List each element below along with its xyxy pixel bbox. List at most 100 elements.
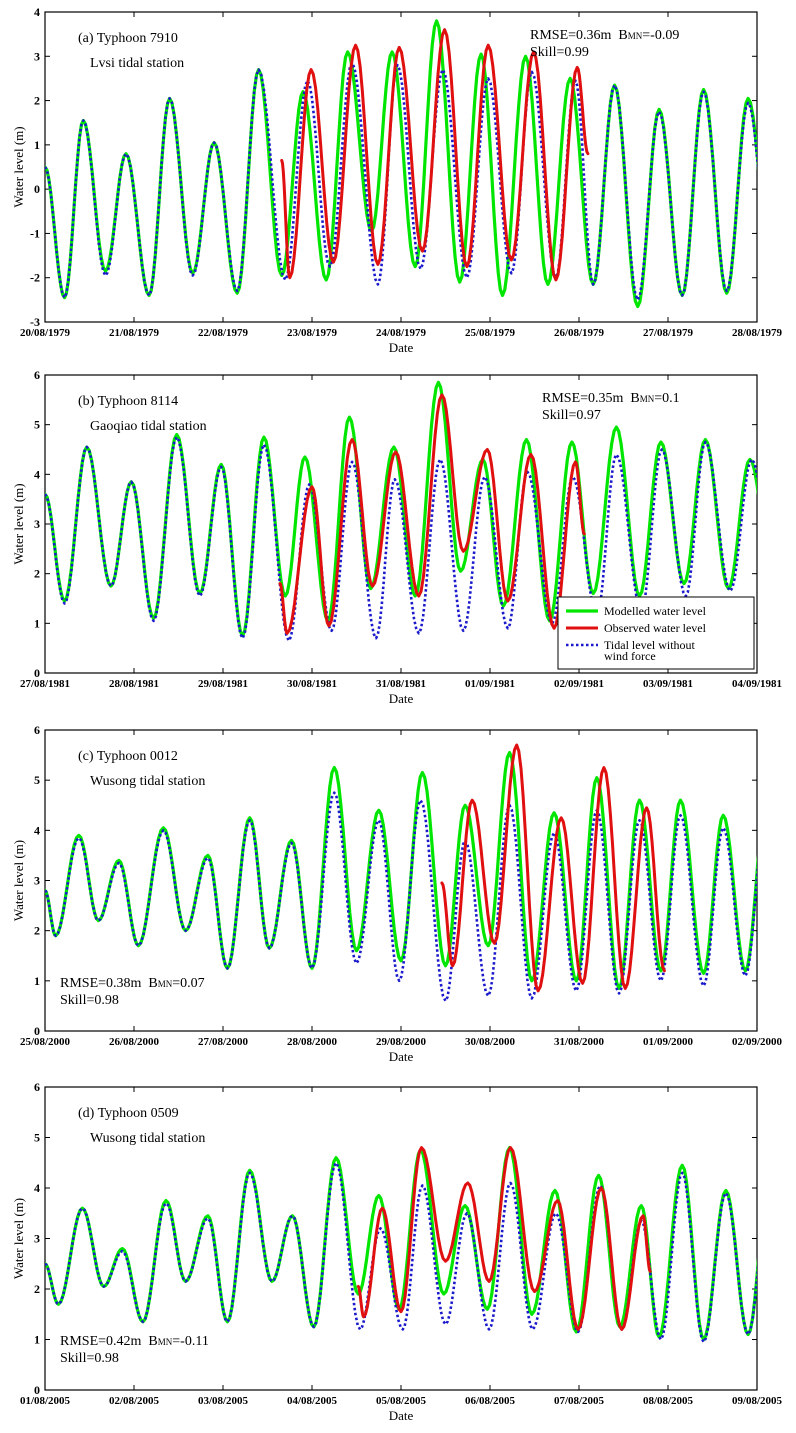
- station-name: Wusong tidal station: [90, 1131, 205, 1146]
- x-tick-label: 22/08/1979: [198, 327, 249, 339]
- y-tick-label: 2: [34, 1282, 40, 1296]
- legend-label-tidal: Tidal level without: [604, 638, 696, 652]
- y-tick-label: 0: [34, 1383, 40, 1397]
- y-tick-label: 2: [34, 924, 40, 938]
- x-tick-label: 30/08/1981: [287, 678, 337, 690]
- x-tick-label: 30/08/2000: [465, 1036, 516, 1048]
- series-line-observed: [280, 28, 590, 282]
- x-tick-label: 20/08/1979: [20, 327, 71, 339]
- bmn-value: =0.1: [654, 391, 679, 406]
- bmn-value: =-0.09: [642, 28, 679, 43]
- bmn-subscript: MN: [640, 394, 655, 404]
- y-tick-label: 3: [34, 874, 40, 888]
- x-axis-title: Date: [389, 1049, 414, 1064]
- series-group: [45, 1146, 757, 1344]
- y-tick-label: 0: [34, 666, 40, 680]
- panel-title: (d) Typhoon 0509: [78, 1106, 179, 1121]
- x-tick-label: 03/09/1981: [643, 678, 693, 690]
- bmn-prefix: B: [148, 976, 157, 991]
- skill-value: Skill=0.99: [530, 45, 589, 60]
- panel-title: (b) Typhoon 8114: [78, 394, 178, 409]
- x-tick-label: 04/09/1981: [732, 678, 782, 690]
- bmn-value: =0.07: [172, 976, 204, 991]
- x-tick-label: 08/08/2005: [643, 1395, 694, 1407]
- y-axis-title: Water level (m): [11, 483, 26, 564]
- rmse-value: RMSE=0.35m: [542, 391, 624, 406]
- series-line-tidal: [45, 61, 757, 302]
- station-name: Gaoqiao tidal station: [90, 419, 207, 434]
- x-tick-label: 03/08/2005: [198, 1395, 249, 1407]
- x-tick-label: 28/08/1979: [732, 327, 783, 339]
- legend-label-modelled: Modelled water level: [604, 604, 707, 618]
- series-line-tidal: [45, 1161, 757, 1344]
- x-tick-label: 29/08/2000: [376, 1036, 427, 1048]
- series-group: [45, 19, 757, 309]
- series-line-observed: [440, 743, 666, 993]
- y-tick-label: 5: [34, 1131, 40, 1145]
- legend-label-observed: Observed water level: [604, 621, 707, 635]
- y-tick-label: 3: [34, 517, 40, 531]
- x-tick-label: 28/08/1981: [109, 678, 159, 690]
- chart-panel: -3 -2 -1 0 1 2 3 4 20/08/1979 21/08/1979 22/08/197…: [11, 5, 783, 355]
- x-tick-label: 02/08/2005: [109, 1395, 160, 1407]
- bmn-subscript: MN: [158, 1337, 173, 1347]
- y-tick-label: 6: [34, 723, 40, 737]
- x-tick-label: 09/08/2005: [732, 1395, 783, 1407]
- series-line-tidal: [45, 791, 757, 1003]
- bmn-prefix: B: [630, 391, 639, 406]
- x-tick-label: 27/08/2000: [198, 1036, 249, 1048]
- y-tick-label: 1: [34, 138, 40, 152]
- x-tick-label: 01/09/1981: [465, 678, 515, 690]
- y-axis-title: Water level (m): [11, 840, 26, 921]
- bmn-subscript: MN: [628, 31, 643, 41]
- x-tick-label: 31/08/1981: [376, 678, 426, 690]
- y-tick-label: 4: [34, 1181, 40, 1195]
- series-line-observed: [278, 393, 586, 635]
- x-tick-label: 06/08/2005: [465, 1395, 516, 1407]
- stats-rmse-bmn: RMSE=0.36m BMN=-0.09: [530, 28, 679, 43]
- bmn-subscript: MN: [158, 979, 173, 989]
- y-tick-label: 1: [34, 974, 40, 988]
- y-tick-label: 3: [34, 49, 40, 63]
- legend: Modelled water level Observed water level…: [557, 596, 755, 670]
- x-tick-label: 29/08/1981: [198, 678, 248, 690]
- y-tick-label: 4: [34, 823, 40, 837]
- y-tick-label: 4: [34, 467, 40, 481]
- y-tick-label: 3: [34, 1232, 40, 1246]
- x-tick-label: 28/08/2000: [287, 1036, 338, 1048]
- bmn-prefix: B: [148, 1334, 157, 1349]
- legend-box: [557, 596, 755, 670]
- series-group: [45, 380, 757, 642]
- x-tick-label: 01/08/2005: [20, 1395, 71, 1407]
- y-tick-label: 5: [34, 773, 40, 787]
- y-tick-label: 1: [34, 616, 40, 630]
- x-tick-label: 26/08/1979: [554, 327, 605, 339]
- station-name: Wusong tidal station: [90, 774, 205, 789]
- y-tick-label: 6: [34, 1080, 40, 1094]
- x-axis-title: Date: [389, 1408, 414, 1423]
- x-tick-label: 07/08/2005: [554, 1395, 605, 1407]
- y-tick-label: -3: [30, 315, 40, 329]
- skill-value: Skill=0.97: [542, 408, 601, 423]
- series-group: [45, 743, 757, 1003]
- x-tick-label: 26/08/2000: [109, 1036, 160, 1048]
- stats-rmse-bmn: RMSE=0.35m BMN=0.1: [542, 391, 680, 406]
- x-tick-label: 27/08/1981: [20, 678, 70, 690]
- y-tick-label: 1: [34, 1333, 40, 1347]
- chart-panel: 0 1 2 3 4 5 6 25/08/2000 26/08/2000 27/08/2000 28/…: [11, 723, 783, 1064]
- y-tick-label: -2: [30, 271, 40, 285]
- x-tick-label: 04/08/2005: [287, 1395, 338, 1407]
- y-axis-title: Water level (m): [11, 1198, 26, 1279]
- stats-rmse-bmn: RMSE=0.42m BMN=-0.11: [60, 1334, 209, 1349]
- x-axis-title: Date: [389, 691, 414, 706]
- bmn-prefix: B: [618, 28, 627, 43]
- chart-panel: 0 1 2 3 4 5 6 01/08/2005 02/08/2005 03/08/2005 04/…: [11, 1080, 783, 1423]
- series-line-observed: [356, 1146, 652, 1331]
- skill-value: Skill=0.98: [60, 993, 119, 1008]
- x-tick-label: 24/08/1979: [376, 327, 427, 339]
- x-tick-label: 02/09/1981: [554, 678, 604, 690]
- station-name: Lvsi tidal station: [90, 56, 184, 71]
- y-tick-label: 2: [34, 567, 40, 581]
